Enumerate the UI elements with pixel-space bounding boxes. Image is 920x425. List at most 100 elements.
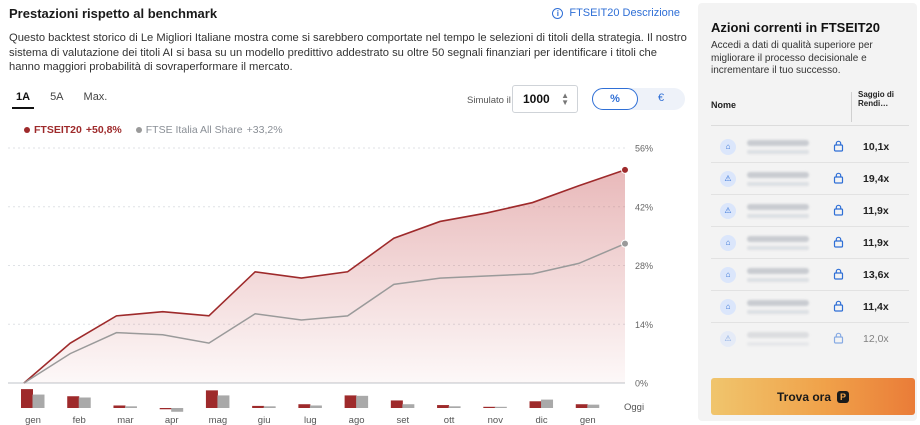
x-tick-label: giu (258, 415, 271, 425)
hidden-stock-name (747, 204, 809, 210)
sidebar-subtitle: Accedi a dati di qualità superiore per m… (711, 40, 873, 76)
monthly-bar-benchmark[interactable] (448, 406, 461, 408)
monthly-bar-ftseit20[interactable] (437, 405, 450, 408)
strategy-description: Questo backtest storico di Le Migliori I… (9, 32, 687, 74)
x-tick-label: ott (444, 415, 455, 425)
ftseit20-line (23, 169, 626, 384)
x-tick-label: set (397, 415, 410, 425)
monthly-bar-ftseit20[interactable] (483, 406, 496, 408)
find-now-button[interactable]: Trova ora P (711, 378, 915, 415)
x-tick-label: mar (117, 415, 133, 425)
table-row[interactable]: ⚠ 19,4x (711, 163, 909, 195)
lock-icon (833, 172, 844, 184)
monthly-bar-ftseit20[interactable] (113, 405, 126, 408)
lock-icon (833, 268, 844, 280)
info-icon: i (552, 7, 564, 19)
performance-chart[interactable]: 56% 42% 28% 14% 0% gen feb mar apr mag giu lug ago s… (0, 140, 694, 425)
period-tabs: 1A 5A Max. (12, 91, 123, 109)
hidden-stock-ticker (747, 214, 809, 218)
table-row[interactable]: ⌂ 10,1x (711, 131, 909, 163)
rate-value: 11,4x (863, 301, 889, 313)
table-row[interactable]: ⌂ 11,4x (711, 291, 909, 323)
find-now-label: Trova ora (776, 389, 832, 404)
monthly-bar-benchmark[interactable] (78, 397, 91, 409)
unit-toggle: % € (592, 88, 685, 110)
table-row[interactable]: ⚠ 12,0x (711, 323, 909, 355)
warning-icon: ⚠ (720, 331, 736, 347)
stepper-arrows-icon[interactable]: ▲ ▼ (561, 91, 569, 107)
x-tick-label: ago (349, 415, 365, 425)
monthly-bar-ftseit20[interactable] (159, 408, 172, 410)
table-row[interactable]: ⚠ 11,9x (711, 195, 909, 227)
bank-icon: ⌂ (720, 267, 736, 283)
monthly-bar-benchmark[interactable] (541, 399, 554, 408)
hidden-stock-ticker (747, 246, 809, 250)
rate-value: 11,9x (863, 237, 889, 249)
legend-series-b-value: +33,2% (246, 124, 283, 136)
legend-dot-icon (135, 127, 142, 133)
simulated-amount-stepper[interactable]: 1000 ▲ ▼ (512, 85, 578, 113)
hidden-stock-name (747, 172, 809, 178)
table-row[interactable]: ⌂ 11,9x (711, 227, 909, 259)
monthly-bar-ftseit20[interactable] (529, 401, 542, 408)
monthly-bar-benchmark[interactable] (171, 408, 184, 412)
description-link[interactable]: i FTSEIT20 Descrizione (552, 7, 680, 19)
y-tick-label: 14% (635, 320, 653, 330)
toggle-percent[interactable]: % (592, 88, 638, 110)
monthly-bar-benchmark[interactable] (124, 406, 137, 408)
y-tick-label: 28% (635, 261, 653, 271)
ftseit20-end-point[interactable] (621, 165, 629, 174)
hidden-stock-name (747, 140, 809, 146)
simulated-amount-value[interactable]: 1000 (523, 92, 550, 106)
rate-value: 19,4x (863, 173, 890, 185)
hidden-stock-name (747, 268, 809, 274)
monthly-bar-ftseit20[interactable] (298, 404, 311, 408)
monthly-bar-benchmark[interactable] (263, 406, 276, 408)
monthly-bar-benchmark[interactable] (494, 406, 507, 408)
hidden-stock-ticker (747, 150, 809, 154)
x-tick-label: feb (73, 415, 86, 425)
monthly-bar-benchmark[interactable] (309, 405, 322, 408)
column-name-header[interactable]: Nome (711, 100, 737, 110)
monthly-bar-benchmark[interactable] (402, 404, 415, 408)
hidden-stock-name (747, 332, 809, 338)
tab-1a[interactable]: 1A (12, 91, 35, 109)
page-title: Prestazioni rispetto al benchmark (9, 6, 218, 21)
x-tick-label: mag (209, 415, 227, 425)
tab-5a[interactable]: 5A (50, 91, 64, 103)
rate-value: 11,9x (863, 205, 889, 217)
monthly-bar-ftseit20[interactable] (344, 395, 357, 408)
lock-icon (833, 204, 844, 216)
toggle-euro[interactable]: € (657, 92, 665, 104)
brand-p-icon: P (837, 390, 850, 403)
rate-value: 10,1x (863, 141, 890, 153)
holdings-sidebar: Azioni correnti in FTSEIT20 Accedi a dat… (698, 3, 917, 421)
monthly-bar-ftseit20[interactable] (205, 390, 218, 408)
table-row[interactable]: ⌂ 13,6x (711, 259, 909, 291)
benchmark-line (23, 242, 626, 384)
x-label-today: Oggi (624, 402, 644, 413)
bank-icon: ⌂ (720, 139, 736, 155)
monthly-bar-benchmark[interactable] (356, 395, 369, 408)
column-rate-header[interactable]: Saggio di Rendi… (858, 90, 894, 108)
legend-item-ftseit20: FTSEIT20 +50,8% (24, 124, 122, 136)
tab-max[interactable]: Max. (83, 91, 108, 103)
lock-icon (833, 300, 844, 312)
rate-value: 12,0x (863, 333, 889, 345)
monthly-bar-ftseit20[interactable] (252, 405, 265, 408)
hidden-stock-ticker (747, 278, 809, 282)
legend-series-a-value: +50,8% (85, 124, 122, 136)
ftseit20-area (24, 169, 625, 383)
holdings-table-body: ⌂ 10,1x ⚠ 19,4x ⚠ 11,9x ⌂ 11,9x ⌂ 13,6x ⌂ 11,4x ⚠ 12,… (711, 131, 909, 355)
monthly-bar-ftseit20[interactable] (575, 404, 588, 408)
hidden-stock-ticker (747, 182, 809, 186)
monthly-bar-ftseit20[interactable] (390, 400, 403, 408)
monthly-bar-ftseit20[interactable] (21, 389, 33, 408)
benchmark-end-point[interactable] (621, 239, 629, 248)
warning-icon: ⚠ (720, 203, 736, 219)
monthly-bar-benchmark[interactable] (587, 404, 600, 408)
monthly-bar-benchmark[interactable] (32, 394, 45, 408)
monthly-bar-ftseit20[interactable] (67, 396, 80, 408)
monthly-bar-benchmark[interactable] (217, 395, 230, 408)
rate-value: 13,6x (863, 269, 890, 281)
